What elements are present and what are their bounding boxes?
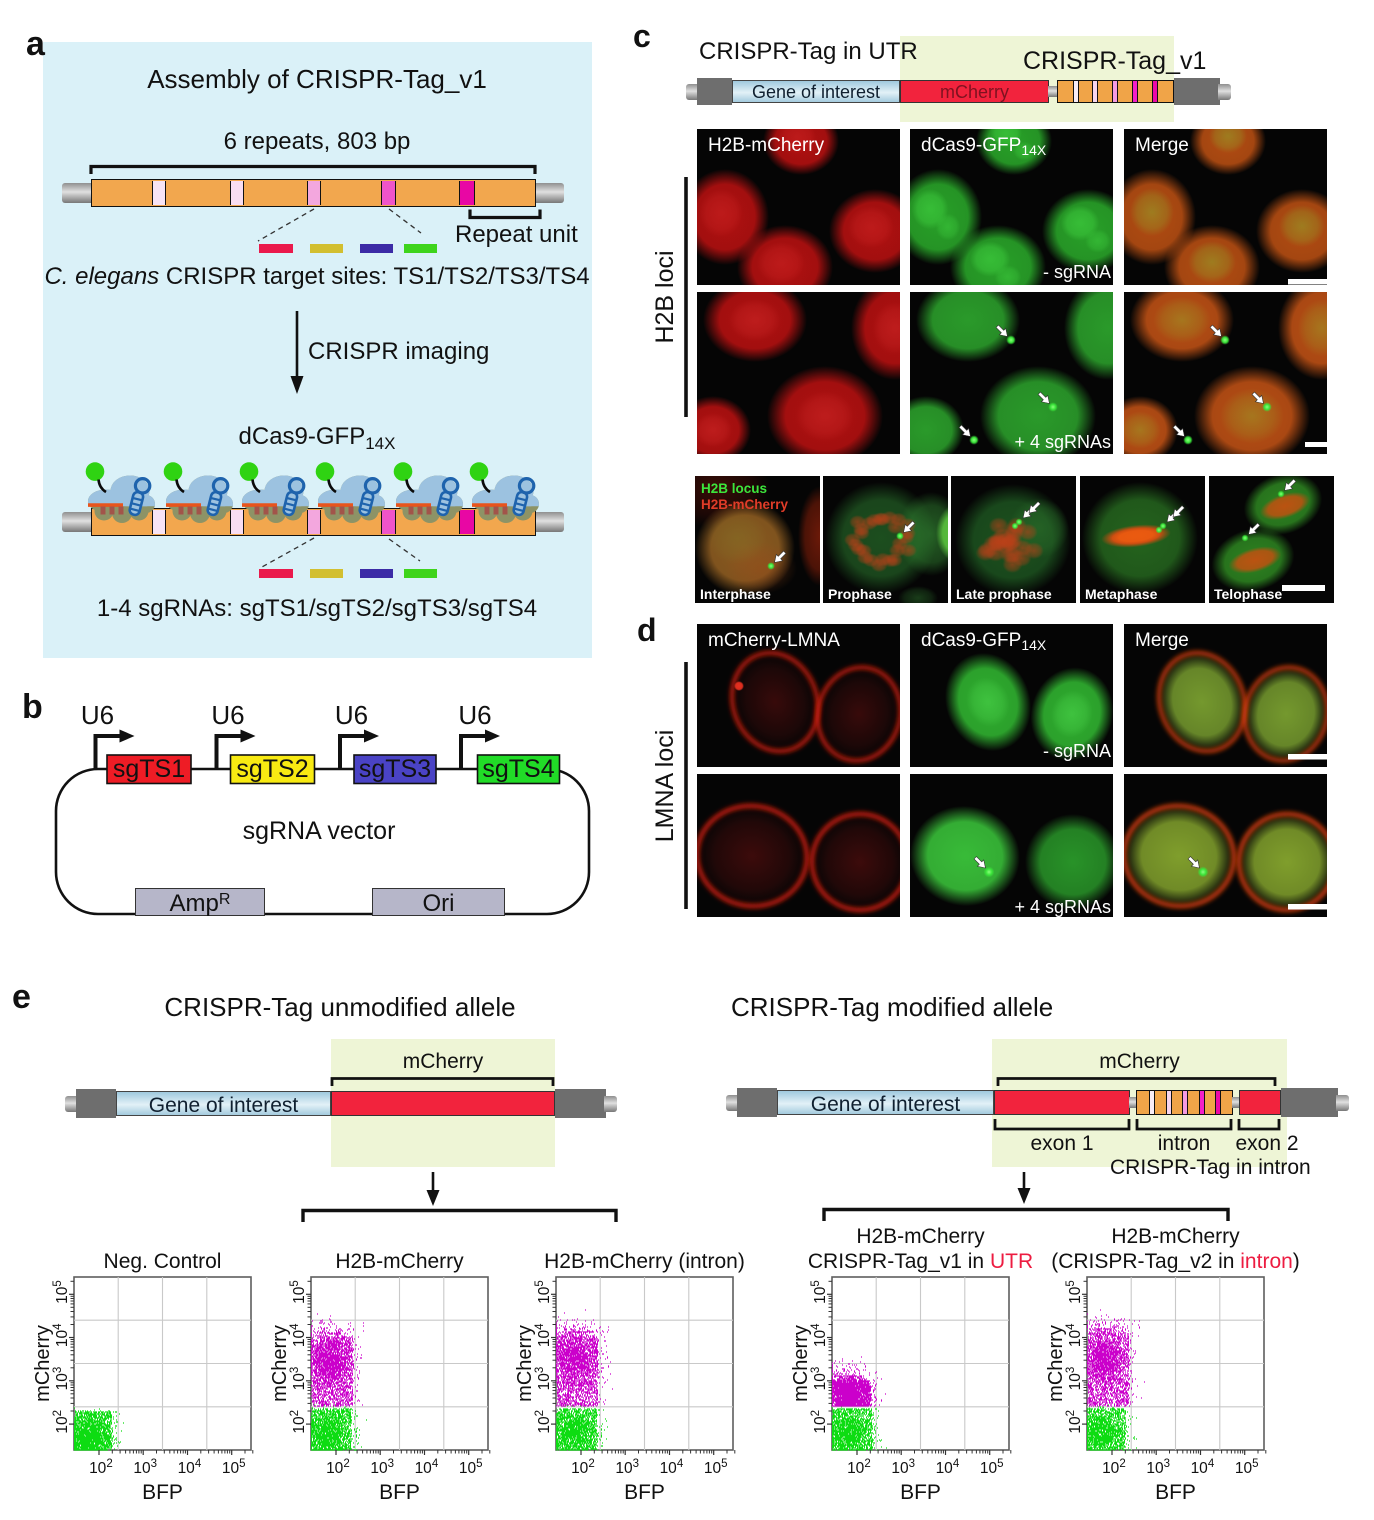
svg-text:105: 105 <box>810 1280 829 1304</box>
svg-text:103: 103 <box>133 1458 157 1477</box>
svg-text:104: 104 <box>178 1458 202 1477</box>
svg-text:H2B loci: H2B loci <box>651 250 679 343</box>
svg-text:- sgRNA: - sgRNA <box>1043 741 1111 761</box>
svg-text:105: 105 <box>222 1458 246 1477</box>
svg-text:BFP: BFP <box>379 1481 420 1504</box>
svg-text:103: 103 <box>1146 1458 1170 1477</box>
svg-text:102: 102 <box>847 1458 871 1477</box>
svg-text:104: 104 <box>1065 1323 1084 1347</box>
svg-text:Prophase: Prophase <box>828 586 892 602</box>
svg-text:103: 103 <box>1065 1367 1084 1391</box>
svg-text:dCas9-GFP14X: dCas9-GFP14X <box>921 630 1047 653</box>
svg-text:104: 104 <box>936 1458 960 1477</box>
svg-text:105: 105 <box>1235 1458 1259 1477</box>
svg-text:102: 102 <box>89 1458 113 1477</box>
svg-text:mCherry: mCherry <box>790 1325 812 1402</box>
svg-text:- sgRNA: - sgRNA <box>1043 262 1111 282</box>
svg-text:102: 102 <box>1102 1458 1126 1477</box>
svg-text:mCherry: mCherry <box>32 1325 54 1402</box>
svg-text:103: 103 <box>52 1367 71 1391</box>
svg-text:103: 103 <box>891 1458 915 1477</box>
svg-text:mCherry-LMNA: mCherry-LMNA <box>708 630 840 651</box>
svg-text:Metaphase: Metaphase <box>1085 586 1158 602</box>
svg-text:102: 102 <box>289 1410 308 1434</box>
svg-text:Merge: Merge <box>1135 135 1189 156</box>
svg-text:BFP: BFP <box>1155 1481 1196 1504</box>
svg-text:104: 104 <box>1191 1458 1215 1477</box>
svg-text:+ 4 sgRNAs: + 4 sgRNAs <box>1014 897 1111 917</box>
svg-text:LMNA loci: LMNA loci <box>651 730 679 843</box>
svg-text:104: 104 <box>660 1458 684 1477</box>
svg-text:102: 102 <box>52 1410 71 1434</box>
svg-text:H2B locus: H2B locus <box>701 481 767 496</box>
svg-text:105: 105 <box>52 1280 71 1304</box>
svg-text:dCas9-GFP14X: dCas9-GFP14X <box>921 135 1047 158</box>
svg-text:BFP: BFP <box>142 1481 183 1504</box>
svg-text:103: 103 <box>289 1367 308 1391</box>
svg-text:103: 103 <box>370 1458 394 1477</box>
svg-text:Late prophase: Late prophase <box>956 586 1052 602</box>
svg-text:105: 105 <box>1065 1280 1084 1304</box>
svg-text:Merge: Merge <box>1135 630 1189 651</box>
svg-text:102: 102 <box>326 1458 350 1477</box>
svg-text:102: 102 <box>1065 1410 1084 1434</box>
svg-text:105: 105 <box>980 1458 1004 1477</box>
svg-text:104: 104 <box>415 1458 439 1477</box>
svg-text:105: 105 <box>459 1458 483 1477</box>
svg-text:104: 104 <box>810 1323 829 1347</box>
svg-text:105: 105 <box>534 1280 553 1304</box>
svg-text:Interphase: Interphase <box>700 586 771 602</box>
svg-text:102: 102 <box>810 1410 829 1434</box>
svg-text:104: 104 <box>534 1323 553 1347</box>
svg-text:H2B-mCherry: H2B-mCherry <box>701 497 789 512</box>
svg-text:102: 102 <box>571 1458 595 1477</box>
svg-text:104: 104 <box>52 1323 71 1347</box>
svg-text:103: 103 <box>810 1367 829 1391</box>
svg-text:BFP: BFP <box>900 1481 941 1504</box>
svg-text:102: 102 <box>534 1410 553 1434</box>
svg-text:105: 105 <box>289 1280 308 1304</box>
svg-text:BFP: BFP <box>624 1481 665 1504</box>
svg-text:H2B-mCherry: H2B-mCherry <box>708 135 825 156</box>
svg-text:mCherry: mCherry <box>269 1325 291 1402</box>
svg-text:+ 4 sgRNAs: + 4 sgRNAs <box>1014 432 1111 452</box>
svg-text:103: 103 <box>534 1367 553 1391</box>
svg-text:Telophase: Telophase <box>1214 586 1282 602</box>
svg-text:103: 103 <box>615 1458 639 1477</box>
svg-text:mCherry: mCherry <box>1045 1325 1067 1402</box>
svg-text:105: 105 <box>704 1458 728 1477</box>
svg-text:mCherry: mCherry <box>514 1325 536 1402</box>
svg-text:104: 104 <box>289 1323 308 1347</box>
